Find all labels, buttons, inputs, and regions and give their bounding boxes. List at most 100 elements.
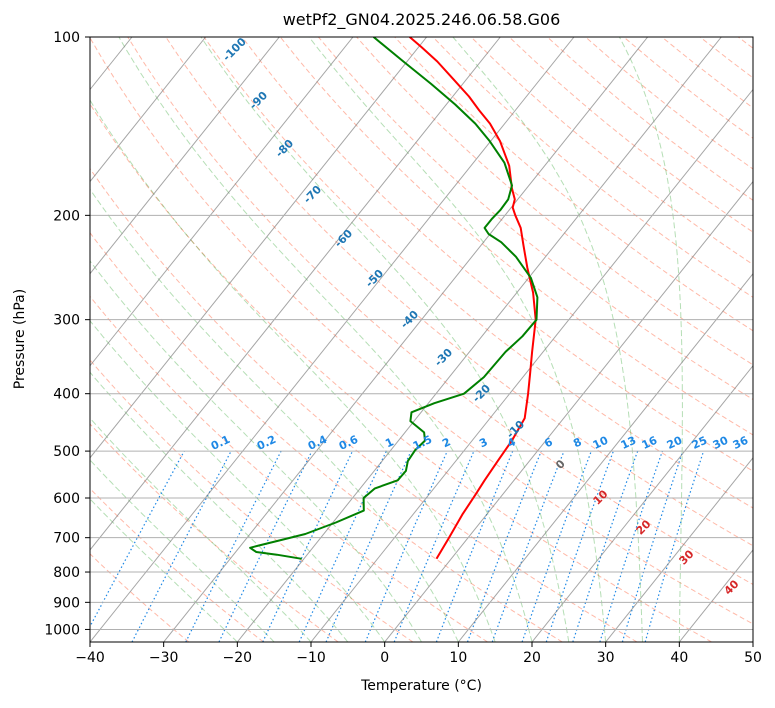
dry-adiabat-line xyxy=(90,423,339,642)
mixing-ratio-label: 0.1 xyxy=(209,433,232,453)
mixing-ratio-line xyxy=(466,450,542,642)
x-tick-label: 20 xyxy=(523,650,541,666)
dewpoint-profile-line xyxy=(249,37,539,560)
x-axis-label: Temperature (°C) xyxy=(361,678,482,694)
isotherm-label: -30 xyxy=(432,346,455,369)
x-tick-label: 40 xyxy=(670,650,688,666)
y-tick-label: 900 xyxy=(53,595,80,611)
moist-adiabat-line xyxy=(118,37,533,642)
temperature-profile-line xyxy=(409,37,537,560)
isotherm-line xyxy=(605,457,753,642)
x-tick-label: −30 xyxy=(149,650,179,666)
x-tick-label: 10 xyxy=(449,650,467,666)
mixing-ratio-label: 0.4 xyxy=(306,433,329,453)
mixing-ratio-line xyxy=(572,450,639,642)
isotherm-line xyxy=(163,37,649,642)
isotherm-label: -70 xyxy=(301,183,324,206)
x-tick-label: 30 xyxy=(597,650,615,666)
isotherm-line xyxy=(0,37,58,642)
moist-adiabat-line xyxy=(452,37,643,642)
mixing-ratio-line xyxy=(491,450,565,642)
dry-adiabat-line xyxy=(699,37,753,79)
moist-adiabat-line xyxy=(90,188,459,642)
mixing-ratio-line xyxy=(298,450,387,642)
moist-adiabat-line xyxy=(90,498,238,642)
dry-adiabat-line xyxy=(356,37,753,366)
mixing-ratio-label: 1.5 xyxy=(411,433,434,453)
mixing-ratio-line xyxy=(218,450,313,642)
dry-adiabat-line xyxy=(432,37,753,298)
dry-adiabat-line xyxy=(90,37,753,625)
dry-adiabat-line xyxy=(203,37,753,509)
y-tick-label: 100 xyxy=(53,30,80,46)
moist-adiabat-line xyxy=(90,260,422,642)
isotherm-line xyxy=(90,37,207,183)
isotherm-line xyxy=(90,37,428,459)
zero-isotherm-label: 0 xyxy=(553,457,568,472)
isotherm-label: -100 xyxy=(220,35,249,64)
x-tick-label: 50 xyxy=(744,650,762,666)
mixing-ratio-line xyxy=(621,450,684,642)
isotherm-label: -60 xyxy=(332,227,355,250)
dry-adiabat-line xyxy=(547,37,753,201)
isotherm-line xyxy=(236,37,722,642)
dry-adiabat-line xyxy=(90,167,638,642)
isotherm-line xyxy=(310,88,753,642)
dry-adiabat-line xyxy=(318,37,753,401)
dry-adiabat-line xyxy=(90,103,712,642)
mixing-ratio-label: 0.6 xyxy=(337,433,360,453)
chart-title: wetPf2_GN04.2025.246.06.58.G06 xyxy=(282,10,561,29)
isotherm-line xyxy=(752,641,753,642)
mixing-ratio-line xyxy=(325,450,412,642)
mixing-ratio-line xyxy=(435,450,514,642)
isotherm-line xyxy=(384,180,753,642)
moist-adiabat-line xyxy=(308,37,607,642)
mixing-ratio-label: 10 xyxy=(591,434,611,452)
isotherm-line xyxy=(90,37,280,275)
mixing-ratio-label: 36 xyxy=(731,434,751,452)
moist-adiabat-line xyxy=(618,37,683,642)
mixing-ratio-line xyxy=(599,450,663,642)
dry-adiabat-line xyxy=(90,487,264,642)
dry-adiabat-line xyxy=(90,295,488,642)
y-tick-label: 300 xyxy=(53,313,80,329)
y-tick-label: 700 xyxy=(53,531,80,547)
x-tick-label: −40 xyxy=(75,650,105,666)
isotherm-label: -90 xyxy=(247,89,270,112)
isotherm-line xyxy=(90,37,575,642)
mixing-ratio-label: 13 xyxy=(619,434,638,452)
mixing-ratio-label: 16 xyxy=(640,434,660,452)
mixing-ratio-label: 3 xyxy=(477,435,489,450)
plot-area-group: -100-90-80-70-60-50-40-30-20-100.1 0.2 0.4… xyxy=(0,35,753,642)
isotherm-line xyxy=(90,37,354,367)
mixing-ratio-label: 25 xyxy=(690,434,709,452)
y-tick-label: 600 xyxy=(53,491,80,507)
isotherm-temp-label: 40 xyxy=(722,577,742,597)
y-tick-label: 800 xyxy=(53,565,80,581)
dry-adiabat-line xyxy=(279,37,753,436)
mixing-ratio-label: 6 xyxy=(542,435,555,450)
isotherm-line xyxy=(678,549,753,642)
mixing-ratio-line xyxy=(545,450,614,642)
moist-adiabat-line xyxy=(90,99,496,642)
mixing-ratio-line xyxy=(262,450,354,642)
dry-adiabat-line xyxy=(241,37,753,472)
y-tick-label: 200 xyxy=(53,208,80,224)
dry-adiabat-line xyxy=(737,37,753,49)
dry-adiabat-line xyxy=(90,553,190,642)
mixing-ratio-label: 1 xyxy=(383,435,395,450)
mixing-ratio-line xyxy=(364,450,448,642)
dry-adiabat-line xyxy=(508,37,753,233)
isotherm-line xyxy=(90,37,501,551)
dry-adiabat-line xyxy=(470,37,753,266)
y-axis-label: Pressure (hPa) xyxy=(12,288,28,390)
y-tick-label: 400 xyxy=(53,387,80,403)
plot-frame xyxy=(89,36,754,643)
moist-adiabat-line xyxy=(90,320,386,642)
mixing-ratio-line xyxy=(185,450,282,642)
moist-adiabat-line xyxy=(90,459,275,642)
x-tick-label: −20 xyxy=(223,650,253,666)
isotherm-line xyxy=(531,364,753,642)
